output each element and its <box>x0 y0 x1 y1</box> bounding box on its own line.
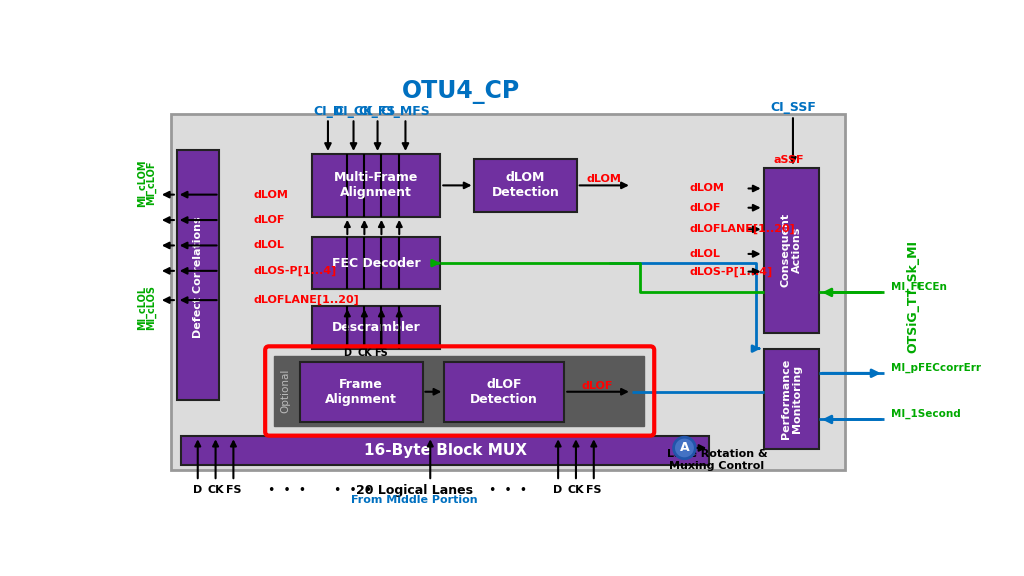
Text: Multi-Frame
Alignment: Multi-Frame Alignment <box>334 172 418 199</box>
Text: A: A <box>680 441 689 454</box>
Text: FS: FS <box>375 348 388 358</box>
Text: CI_D: CI_D <box>313 105 343 118</box>
Text: Performance
Monitoring: Performance Monitoring <box>780 358 802 439</box>
Bar <box>300 362 423 422</box>
Text: MI_cLOM: MI_cLOM <box>137 160 147 207</box>
Text: CK: CK <box>207 486 224 495</box>
Text: From Middle Portion: From Middle Portion <box>351 495 478 505</box>
Text: FS: FS <box>586 486 601 495</box>
Text: D: D <box>194 486 203 495</box>
Text: dLOM: dLOM <box>254 190 289 200</box>
Bar <box>474 159 577 211</box>
Text: Lane Rotation &
Muxing Control: Lane Rotation & Muxing Control <box>667 449 767 471</box>
Text: dLOS-P[1...4]: dLOS-P[1...4] <box>689 267 772 276</box>
Text: FEC Decoder: FEC Decoder <box>332 257 420 270</box>
Text: D: D <box>343 348 351 358</box>
Text: MI_pFECcorrErr: MI_pFECcorrErr <box>891 363 981 373</box>
Bar <box>312 306 440 350</box>
Bar <box>180 437 710 465</box>
Text: •  •  •: • • • <box>268 484 306 497</box>
Bar <box>312 237 440 289</box>
Text: MI_1Second: MI_1Second <box>891 409 962 419</box>
Text: FS: FS <box>225 486 241 495</box>
Text: aSSF: aSSF <box>774 155 804 165</box>
Text: dLOF
Detection: dLOF Detection <box>470 378 538 406</box>
Text: dLOL: dLOL <box>689 249 720 259</box>
Text: Frame
Alignment: Frame Alignment <box>326 378 397 406</box>
Bar <box>312 154 440 217</box>
Bar <box>177 150 219 400</box>
Text: Descrambler: Descrambler <box>332 321 421 334</box>
Bar <box>444 362 564 422</box>
Text: dLOM
Detection: dLOM Detection <box>492 172 559 199</box>
Text: MI_cLOS: MI_cLOS <box>146 285 157 330</box>
Text: 20 Logical Lanes: 20 Logical Lanes <box>356 484 473 497</box>
Text: dLOF: dLOF <box>582 381 612 391</box>
Text: D: D <box>554 486 563 495</box>
Text: Consequent
Actions: Consequent Actions <box>780 213 802 287</box>
Text: OTU4_CP: OTU4_CP <box>402 80 520 104</box>
Text: •  •  •: • • • <box>334 484 372 497</box>
Text: dLOF: dLOF <box>689 203 721 213</box>
Circle shape <box>674 437 695 458</box>
Text: MI_cLOL: MI_cLOL <box>137 286 147 330</box>
Bar <box>171 114 845 469</box>
Bar <box>764 168 819 334</box>
Text: CI_MFS: CI_MFS <box>381 105 430 118</box>
Text: dLOL: dLOL <box>254 240 285 251</box>
Text: Optional: Optional <box>281 369 291 413</box>
Text: CK: CK <box>357 348 372 358</box>
Text: dLOF: dLOF <box>254 215 285 225</box>
Text: dLOM: dLOM <box>587 174 622 184</box>
Text: 16-Byte Block MUX: 16-Byte Block MUX <box>365 443 527 458</box>
Text: CI_SSF: CI_SSF <box>770 101 816 114</box>
Text: Defect Correlations: Defect Correlations <box>193 216 203 338</box>
Bar <box>764 348 819 449</box>
Text: dLOM: dLOM <box>689 184 724 194</box>
Bar <box>273 355 644 426</box>
Text: MI_cLOF: MI_cLOF <box>146 161 157 205</box>
Text: dLOFLANE[1..20]: dLOFLANE[1..20] <box>254 295 359 305</box>
Text: CI_FS: CI_FS <box>358 105 396 118</box>
Text: dLOS-P[1...4]: dLOS-P[1...4] <box>254 266 337 276</box>
Text: dLOFLANE[1..20]: dLOFLANE[1..20] <box>689 224 795 234</box>
Text: •  •  •: • • • <box>488 484 526 497</box>
Text: CI_CK: CI_CK <box>334 105 373 118</box>
Text: OTSiG_TT_Sk_MI: OTSiG_TT_Sk_MI <box>906 240 920 353</box>
Text: MI_FECEn: MI_FECEn <box>891 282 947 292</box>
Text: CK: CK <box>567 486 585 495</box>
